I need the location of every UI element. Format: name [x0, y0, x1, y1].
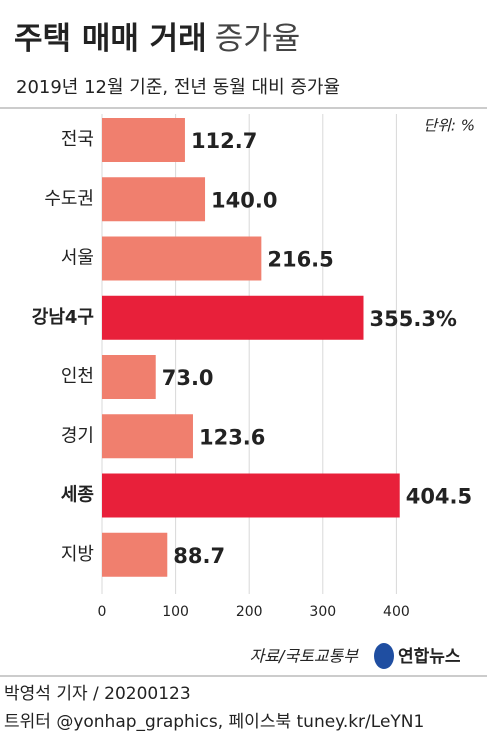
subtitle: 2019년 12월 기준, 전년 동월 대비 증가율 [16, 77, 340, 98]
title-main: 주택 매매 거래 [14, 21, 207, 57]
category-label: 인천 [61, 366, 94, 387]
bar [102, 295, 364, 340]
bar [102, 355, 156, 399]
value-label: 216.5 [267, 248, 333, 272]
bar [102, 532, 168, 577]
category-label: 지방 [61, 544, 94, 565]
title-suffix: 증가율 [215, 21, 301, 57]
bar [102, 118, 185, 162]
value-label: 88.7 [173, 544, 225, 568]
chart-title: 주택 매매 거래 증가율 [14, 21, 300, 57]
category-label: 강남4구 [32, 307, 94, 328]
x-tick-label: 200 [236, 604, 263, 620]
x-tick-label: 300 [309, 604, 336, 620]
value-label: 112.7 [191, 129, 257, 153]
value-label: 123.6 [199, 425, 265, 449]
logo-icon [374, 643, 394, 669]
x-tick-label: 100 [162, 604, 189, 620]
value-label: 73.0 [162, 366, 214, 390]
x-tick-label: 400 [383, 604, 410, 620]
logo: 연합뉴스 [398, 646, 461, 667]
unit-label: 단위: % [423, 117, 475, 135]
x-tick-label: 0 [98, 604, 107, 620]
bar [102, 177, 206, 222]
footer-line: 트위터 @yonhap_graphics, 페이스북 tuney.kr/LeYN… [4, 712, 424, 732]
category-label: 수도권 [44, 188, 94, 209]
value-label: 404.5 [406, 485, 472, 509]
bar [102, 473, 400, 518]
bar [102, 236, 262, 281]
category-label: 세종 [61, 485, 94, 506]
category-label: 전국 [61, 129, 94, 150]
category-label: 서울 [61, 248, 94, 269]
value-label: 355.3% [370, 307, 457, 331]
category-label: 경기 [61, 425, 94, 446]
bar [102, 414, 193, 459]
footer-line: 박영석 기자 / 20200123 [4, 684, 191, 704]
source: 자료/국토교통부 [250, 647, 360, 666]
value-label: 140.0 [211, 188, 277, 212]
